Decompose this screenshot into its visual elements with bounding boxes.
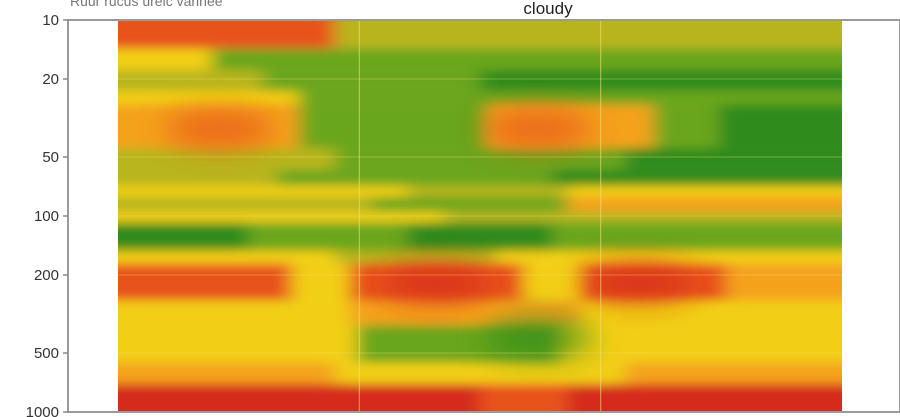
- heat-cell: [566, 197, 842, 212]
- heat-cell: [581, 300, 842, 326]
- heat-cell: [718, 104, 842, 149]
- heat-cell: [291, 263, 350, 301]
- chart-title: cloudy: [523, 0, 573, 18]
- heat-cell: [443, 211, 842, 223]
- heat-cell: [480, 70, 842, 91]
- heat-cell: [118, 300, 350, 326]
- heat-cell: [335, 148, 625, 170]
- heat-cell: [299, 104, 488, 149]
- heat-cell: [118, 185, 408, 198]
- heat-cell: [559, 325, 842, 363]
- plot-area: [67, 19, 900, 413]
- heat-bands: [118, 20, 842, 412]
- heat-cell: [371, 197, 567, 212]
- heat-cell: [118, 222, 249, 251]
- gridlines: [118, 20, 842, 412]
- heat-cell: [726, 263, 842, 301]
- heat-cell: [653, 104, 719, 149]
- y-axis: 10 20 50 100 200 500 1000: [26, 12, 68, 417]
- heat-hotspot: [381, 265, 492, 302]
- heat-cell: [552, 222, 842, 251]
- y-tick-label: 1000: [26, 404, 59, 417]
- heat-cell: [212, 48, 842, 71]
- heat-cell: [118, 362, 336, 385]
- heat-hotspots: [164, 111, 695, 357]
- heat-cell: [566, 384, 842, 412]
- heat-cell: [118, 197, 372, 212]
- y-tick-label: 10: [42, 12, 59, 29]
- heat-field: [118, 20, 842, 412]
- heat-cell: [248, 222, 408, 251]
- heat-cell: [552, 169, 842, 186]
- heat-cell: [118, 325, 357, 363]
- heat-cell: [118, 90, 299, 105]
- heat-cell: [118, 250, 336, 264]
- heat-cell: [335, 362, 625, 385]
- y-tick-label: 500: [34, 345, 59, 362]
- y-tick-label: 100: [34, 208, 59, 225]
- heat-cell: [118, 148, 336, 170]
- heat-cell: [118, 211, 444, 223]
- heat-cell: [624, 362, 842, 385]
- heat-hotspot: [482, 320, 593, 357]
- heat-cell: [407, 185, 567, 198]
- heat-cell: [566, 185, 842, 198]
- heat-cell: [118, 384, 480, 412]
- heat-cell: [118, 169, 278, 186]
- heat-cell: [335, 250, 495, 264]
- heat-hotspot: [482, 111, 593, 148]
- y-tick-label: 20: [42, 71, 59, 88]
- heat-cell: [494, 250, 842, 264]
- heat-cell: [523, 263, 582, 301]
- heat-hotspot: [584, 265, 695, 302]
- corner-caption: Ruur rucus ureic varlnee: [70, 0, 223, 9]
- heat-cell: [335, 20, 842, 49]
- heat-cell: [299, 90, 842, 105]
- heat-cell: [480, 384, 567, 412]
- heat-cell: [277, 169, 553, 186]
- heat-cell: [118, 263, 292, 301]
- y-tick-label: 200: [34, 267, 59, 284]
- y-tick-label: 50: [42, 149, 59, 166]
- heat-cell: [262, 70, 480, 91]
- heat-cell: [624, 148, 842, 170]
- heat-hotspot: [164, 111, 275, 148]
- heat-cell: [118, 70, 263, 91]
- heat-cell: [407, 222, 553, 251]
- heat-cell: [118, 20, 336, 49]
- heat-cell: [118, 48, 213, 71]
